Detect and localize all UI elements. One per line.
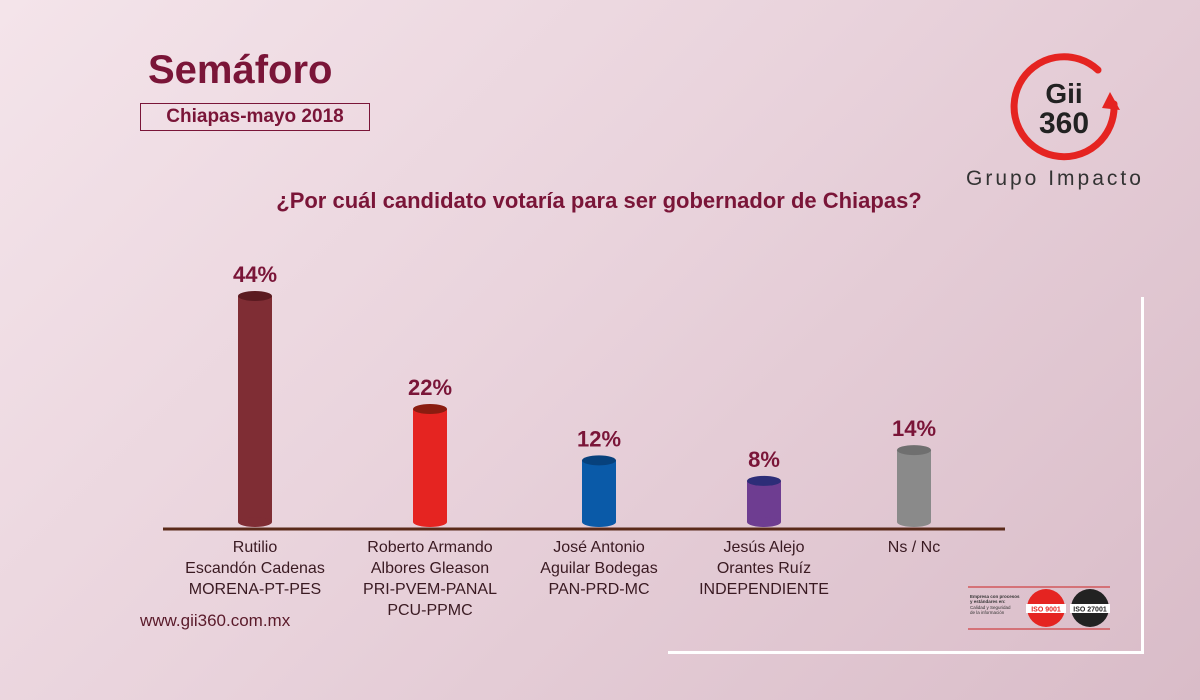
- bar-base-3: [582, 517, 616, 527]
- tick-label-2-3: PRI-PVEM-PANAL: [363, 581, 497, 598]
- tick-label-4-3: INDEPENDIENTE: [699, 581, 829, 598]
- data-label-3: 12%: [577, 426, 621, 451]
- cert-badge-1: ISO 9001: [1031, 607, 1061, 614]
- website-link[interactable]: www.gii360.com.mx: [140, 611, 291, 630]
- chart-title: ¿Por cuál candidato votaría para ser gob…: [0, 188, 1200, 214]
- tick-label-3-3: PAN-PRD-MC: [548, 581, 649, 598]
- bar-top-3: [582, 455, 616, 466]
- cert-text-3: Calidad y Seguridad: [970, 605, 1011, 610]
- tick-label-4-1: Jesús Alejo: [724, 539, 805, 556]
- cert-text-4: de la información: [970, 610, 1005, 615]
- data-label-4: 8%: [748, 447, 780, 472]
- data-label-5: 14%: [892, 416, 936, 441]
- bar-4: [747, 480, 781, 522]
- tick-label-1-3: MORENA-PT-PES: [189, 581, 321, 598]
- tick-label-4-2: Orantes Ruíz: [717, 560, 811, 577]
- bar-2: [413, 409, 447, 522]
- subtitle-box: Chiapas-mayo 2018: [140, 103, 370, 131]
- iso-certification: Empresa con procesos y estándares en: Ca…: [968, 586, 1110, 630]
- bar-base-5: [897, 517, 931, 527]
- bar-top-5: [897, 445, 931, 456]
- frame-line-right: [1141, 297, 1144, 653]
- tick-label-2-2: Albores Gleason: [371, 560, 489, 577]
- tick-label-5-1: Ns / Nc: [888, 539, 940, 556]
- cert-badge-2: ISO 27001: [1073, 607, 1107, 614]
- bar-base-2: [413, 517, 447, 527]
- bar-top-4: [747, 475, 781, 486]
- tick-label-2-1: Roberto Armando: [367, 539, 493, 556]
- bar-3: [582, 460, 616, 522]
- page-title: Semáforo: [148, 48, 333, 92]
- logo-name: Grupo Impacto: [966, 167, 1144, 190]
- logo-mark-line2: 360: [1039, 107, 1089, 140]
- logo-mark-line1: Gii: [1045, 78, 1082, 109]
- cert-text-1: Empresa con procesos: [970, 594, 1020, 599]
- frame-line-bottom: [668, 651, 1144, 654]
- subtitle-text: Chiapas-mayo 2018: [166, 106, 344, 127]
- bar-base-4: [747, 517, 781, 527]
- chart-title-text: ¿Por cuál candidato votaría para ser gob…: [276, 188, 922, 213]
- cert-text-2: y estándares en:: [970, 599, 1006, 604]
- data-label-1: 44%: [233, 262, 277, 287]
- gii360-logo-icon: Gii 360: [1010, 53, 1120, 161]
- bar-base-1: [238, 517, 272, 527]
- bar-5: [897, 450, 931, 522]
- tick-label-1-2: Escandón Cadenas: [185, 560, 325, 577]
- data-label-2: 22%: [408, 375, 452, 400]
- tick-label-1-1: Rutilio: [233, 539, 278, 556]
- bar-top-2: [413, 404, 447, 414]
- bar-top-1: [238, 291, 272, 301]
- bar-1: [238, 296, 272, 522]
- tick-label-3-1: José Antonio: [553, 539, 645, 556]
- tick-label-2-4: PCU-PPMC: [387, 602, 472, 619]
- tick-label-3-2: Aguilar Bodegas: [540, 560, 657, 577]
